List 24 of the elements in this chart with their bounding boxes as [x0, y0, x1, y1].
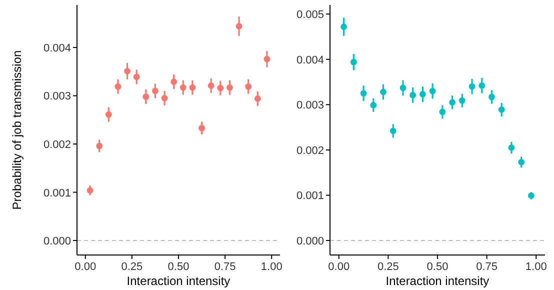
x-tick-label: 0.25 — [121, 261, 143, 273]
x-axis-title: Interaction intensity — [126, 274, 230, 288]
y-tick-label: 0.003 — [296, 100, 324, 112]
x-tick-label: 1.00 — [525, 261, 547, 273]
y-tick-label: 0.001 — [43, 187, 71, 200]
y-tick-label: 0.002 — [296, 144, 324, 157]
y-tick-label: 0.004 — [43, 42, 71, 54]
y-tick-label: 0.003 — [43, 90, 71, 103]
y-tick-label: 0.005 — [296, 9, 324, 22]
x-tick-label: 0.50 — [426, 261, 448, 273]
x-axis-title: Interaction intensity — [386, 274, 490, 288]
x-tick-label: 1.00 — [260, 261, 282, 273]
x-tick-label: 0.75 — [476, 261, 498, 273]
x-tick-label: 0.75 — [214, 261, 236, 273]
x-tick-label: 0.00 — [74, 261, 96, 273]
y-tick-label: 0.002 — [43, 138, 71, 151]
y-tick-label: 0.000 — [296, 236, 324, 248]
y-tick-label: 0.001 — [296, 190, 324, 202]
y-axis-title: Probability of job transmission — [10, 50, 24, 210]
x-tick-label: 0.00 — [328, 261, 350, 273]
x-tick-label: 0.25 — [377, 261, 399, 273]
x-tick-label: 0.50 — [168, 261, 190, 273]
y-tick-label: 0.000 — [43, 236, 71, 248]
y-tick-label: 0.004 — [296, 54, 324, 66]
